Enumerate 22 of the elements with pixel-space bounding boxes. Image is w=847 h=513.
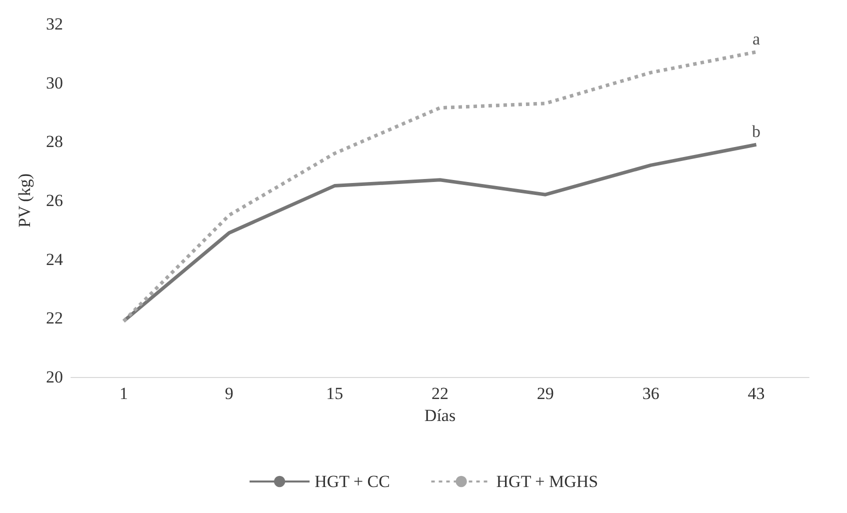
x-tick-label: 22: [432, 384, 448, 403]
x-axis-title: Días: [424, 406, 456, 425]
y-tick-label: 20: [46, 368, 63, 386]
y-tick-label: 28: [46, 132, 63, 152]
legend-label: HGT + MGHS: [496, 472, 598, 491]
x-tick-label: 9: [224, 384, 234, 403]
y-tick-label: 30: [46, 73, 63, 92]
x-tick-label: 29: [536, 384, 554, 403]
y-tick-label: 24: [46, 250, 64, 269]
x-tick-label: 43: [748, 384, 765, 403]
y-tick-label: 22: [46, 308, 63, 328]
y-axis-title: PV (kg): [15, 174, 34, 228]
y-tick-label: 26: [46, 191, 63, 210]
x-tick-label: 36: [642, 384, 660, 403]
x-tick-label: 15: [326, 384, 344, 403]
legend-label: HGT + CC: [314, 472, 390, 491]
y-tick-label: 32: [46, 14, 63, 34]
line-series: [122, 142, 758, 323]
annotation: a: [752, 29, 761, 48]
line-series: [122, 50, 758, 323]
annotation: b: [752, 122, 761, 142]
x-tick-label: 1: [119, 384, 128, 403]
